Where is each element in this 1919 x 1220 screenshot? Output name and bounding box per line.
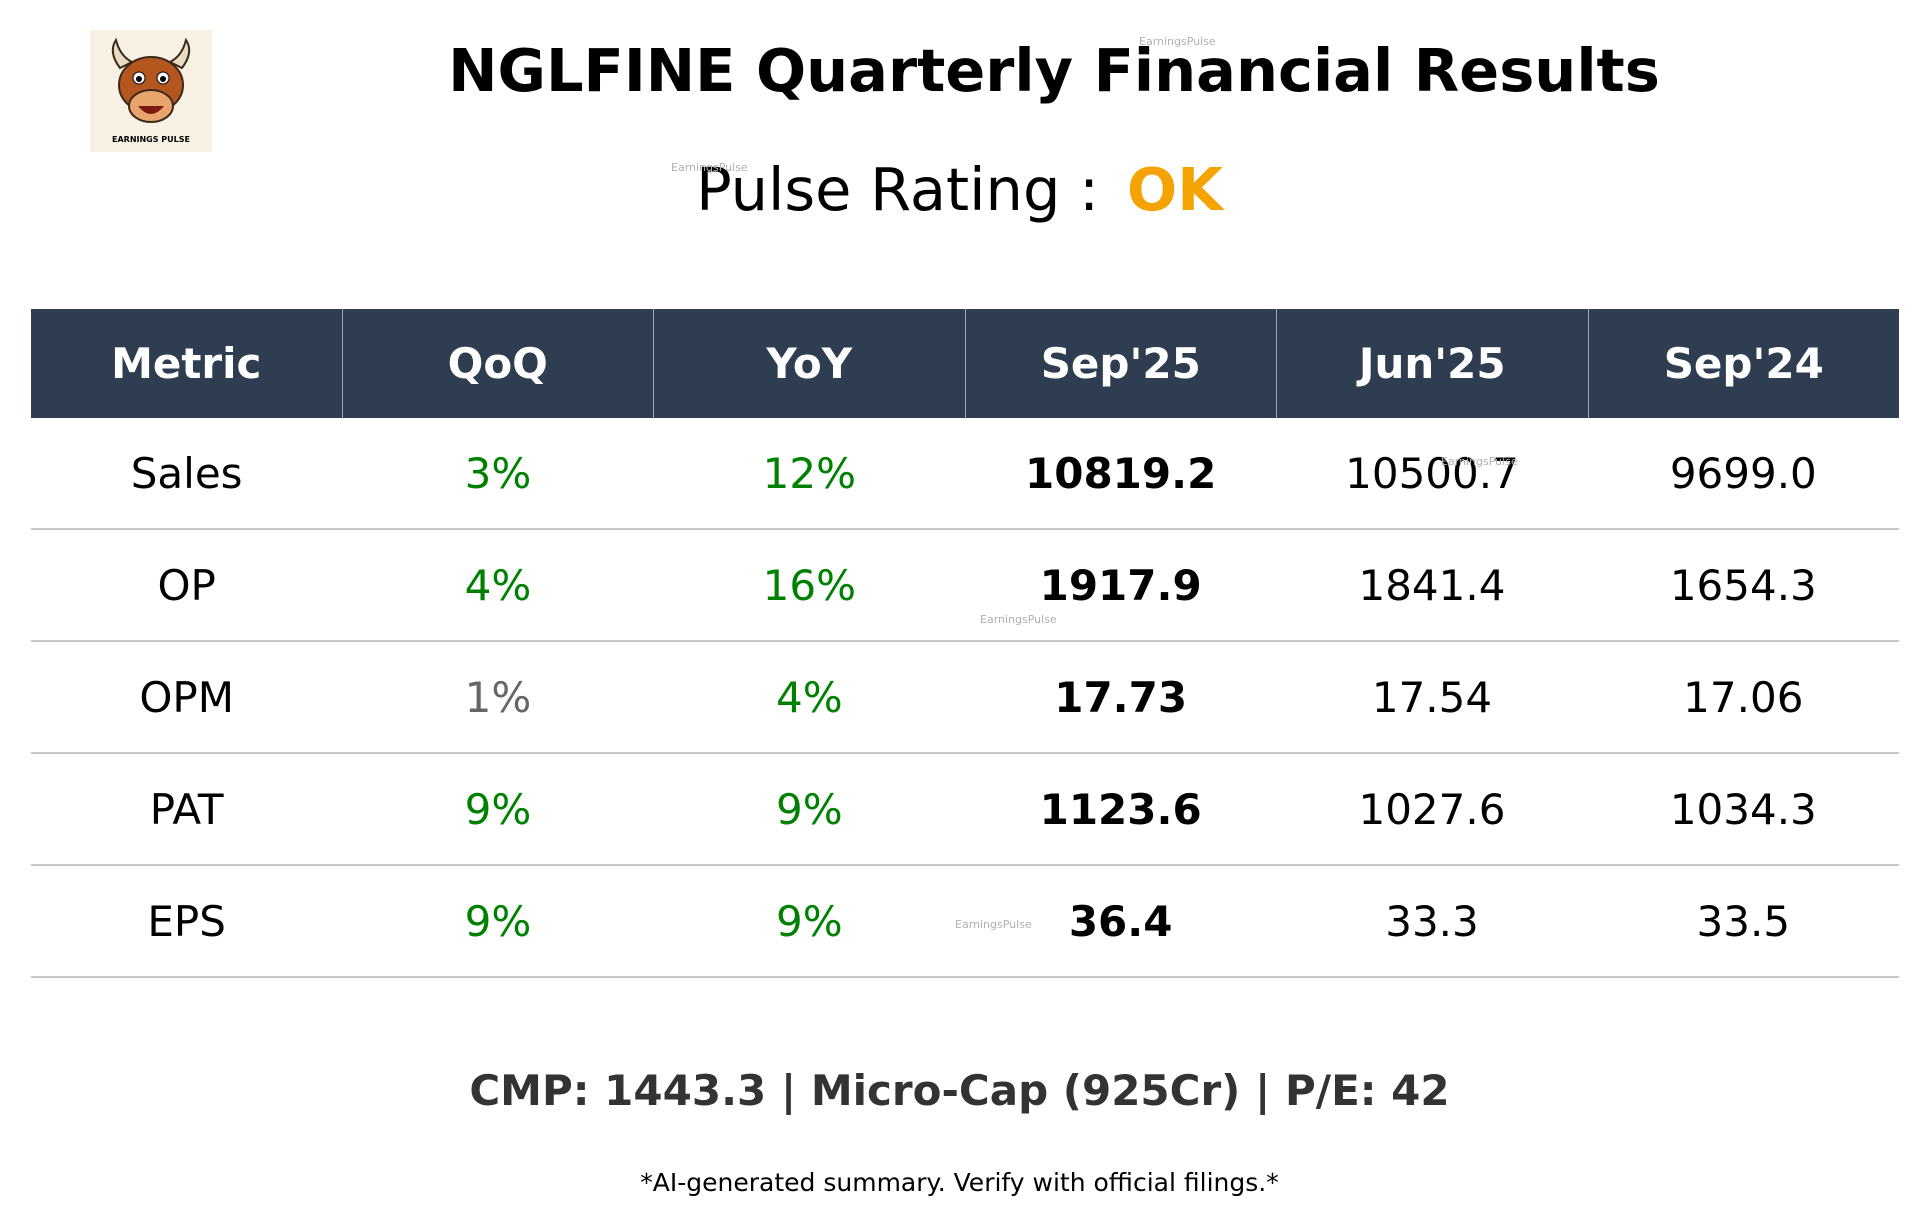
value-cell: 9699.0 [1669, 448, 1817, 498]
watermark: EarningsPulse [955, 918, 1032, 931]
logo: EARNINGS PULSE [90, 30, 212, 152]
change-cell: 9% [464, 896, 532, 946]
value-cell: 36.4 [1068, 896, 1173, 946]
change-cell: 9% [464, 784, 532, 834]
column-header: Metric [111, 339, 262, 388]
table-row: EPS 9% 9% 36.4 33.3 33.5 [31, 866, 1899, 978]
value-cell: 10819.2 [1025, 448, 1217, 498]
value-cell: 17.54 [1371, 672, 1493, 722]
results-table: Metric QoQ YoY Sep'25 Jun'25 Sep'24 Sales 3% 12… [31, 309, 1899, 978]
value-cell: 1917.9 [1039, 560, 1202, 610]
change-cell: 12% [762, 448, 856, 498]
change-cell: 9% [776, 784, 843, 834]
value-cell: 1034.3 [1669, 784, 1817, 834]
value-cell: 17.73 [1054, 672, 1188, 722]
column-header: QoQ [341, 309, 654, 418]
table-row: Sales 3% 12% 10819.2 10500.7 9699.0 [31, 418, 1899, 530]
change-cell: 3% [464, 448, 532, 498]
metric-cell: PAT [149, 784, 224, 834]
value-cell: 17.06 [1683, 672, 1804, 722]
rating-label: Pulse Rating : [696, 155, 1100, 224]
disclaimer: *AI-generated summary. Verify with offic… [640, 1168, 1279, 1197]
watermark: EarningsPulse [1441, 455, 1518, 468]
summary: CMP: 1443.3 | Micro-Cap (925Cr) | P/E: 4… [469, 1066, 1450, 1115]
change-cell: 4% [776, 672, 843, 722]
table-row: OP 4% 16% 1917.9 1841.4 1654.3 [31, 530, 1899, 642]
change-cell: 16% [762, 560, 856, 610]
metric-cell: OP [157, 560, 216, 610]
value-cell: 1027.6 [1358, 784, 1506, 834]
title: NGLFINE Quarterly Financial Results [448, 36, 1660, 105]
value-cell: 33.3 [1385, 896, 1479, 946]
column-header: Sep'25 [964, 309, 1277, 418]
value-cell: 1841.4 [1358, 560, 1506, 610]
logo-icon: EARNINGS PULSE [111, 37, 191, 144]
value-cell: 1654.3 [1669, 560, 1817, 610]
metric-cell: EPS [147, 896, 226, 946]
logo-caption: EARNINGS PULSE [112, 135, 190, 144]
value-cell: 10500.7 [1345, 448, 1519, 498]
change-cell: 1% [464, 672, 532, 722]
rating: Pulse Rating : OK [0, 155, 1919, 224]
table-row: OPM 1% 4% 17.73 17.54 17.06 [31, 642, 1899, 754]
column-header: Sep'24 [1587, 309, 1900, 418]
column-header: Jun'25 [1276, 309, 1588, 418]
table-header: Metric QoQ YoY Sep'25 Jun'25 Sep'24 [31, 309, 1899, 418]
value-cell: 33.5 [1696, 896, 1791, 946]
watermark: EarningsPulse [671, 161, 748, 174]
column-header: YoY [653, 309, 965, 418]
table-row: PAT 9% 9% 1123.6 1027.6 1034.3 [31, 754, 1899, 866]
change-cell: 9% [776, 896, 843, 946]
metric-cell: OPM [139, 672, 234, 722]
rating-value: OK [1127, 155, 1223, 224]
watermark: EarningsPulse [980, 613, 1057, 626]
table-body: Sales 3% 12% 10819.2 10500.7 9699.0 OP 4% 16% 191… [31, 418, 1899, 978]
watermark: EarningsPulse [1139, 35, 1216, 48]
value-cell: 1123.6 [1039, 784, 1202, 834]
metric-cell: Sales [130, 448, 243, 498]
change-cell: 4% [464, 560, 532, 610]
